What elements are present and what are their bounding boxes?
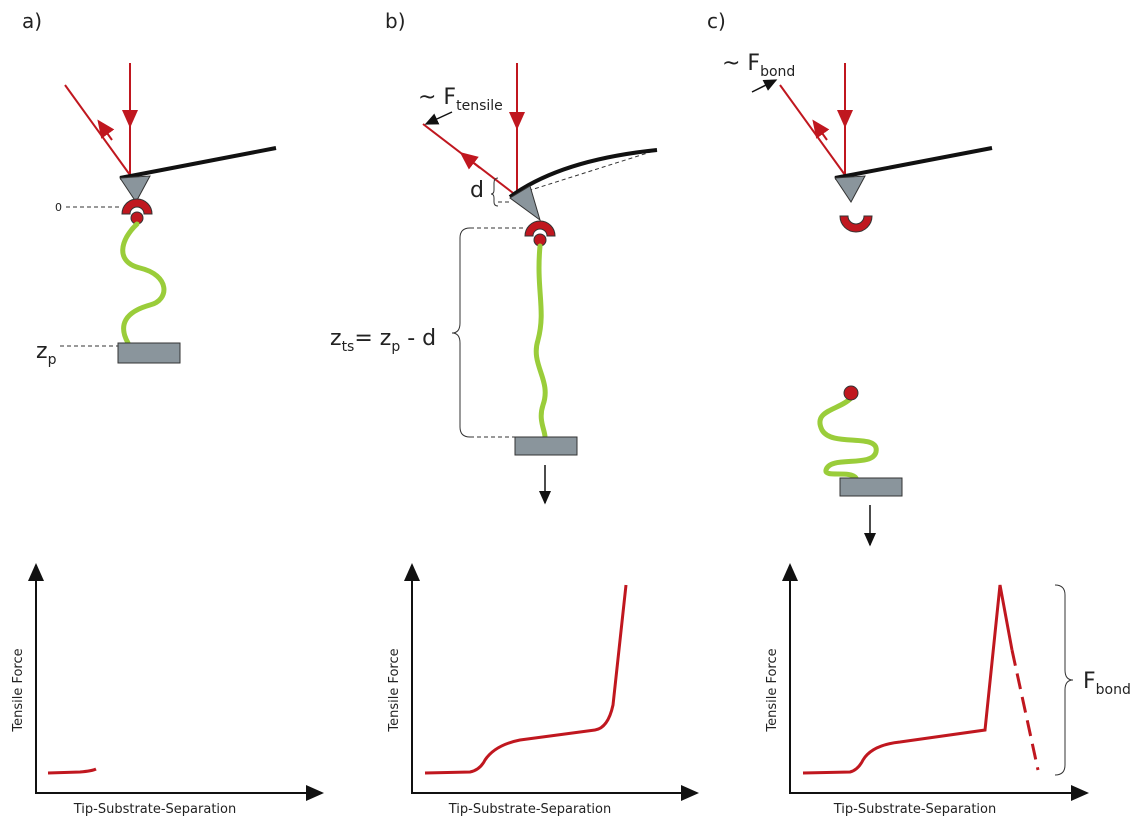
brace	[452, 228, 470, 437]
x-axis-label: Tip-Substrate-Separation	[833, 802, 997, 817]
cantilever	[120, 148, 276, 178]
eq: = z	[354, 326, 391, 351]
x-axis-label: Tip-Substrate-Separation	[448, 802, 612, 817]
d-label: d	[470, 178, 484, 203]
laser-out	[65, 85, 130, 175]
curve	[425, 585, 626, 773]
polymer	[536, 246, 545, 437]
panel-label: c)	[707, 9, 726, 33]
sub: p	[48, 352, 57, 368]
force-label: ~ Fbond	[722, 51, 795, 80]
force-arrow	[426, 112, 452, 124]
z: z	[36, 339, 48, 364]
main: ~ F	[418, 85, 456, 110]
substrate	[118, 343, 180, 363]
y-axis-label: Tensile Force	[387, 648, 402, 732]
figure: a) 0 zp Tensile Force Tip-Substrate-Sepa…	[0, 0, 1138, 819]
force-arrow	[752, 80, 776, 92]
sub: tensile	[456, 98, 503, 114]
sub: p	[391, 339, 400, 355]
zp-label: zp	[36, 339, 57, 368]
axes	[412, 570, 690, 793]
rest-line	[515, 150, 657, 195]
panel-label: b)	[385, 9, 406, 33]
z: z	[330, 326, 342, 351]
y-axis-label: Tensile Force	[11, 648, 26, 732]
holder	[840, 216, 872, 232]
laser-arrow	[466, 157, 480, 168]
panel-c: c) ~ Fbond Fbond Tensile Force Tip-Subst…	[707, 9, 1131, 817]
substrate	[515, 437, 577, 455]
main: F	[1083, 669, 1096, 694]
bond-label: Fbond	[1083, 669, 1131, 698]
minus: - d	[400, 326, 436, 351]
substrate	[840, 478, 902, 496]
y-axis-label: Tensile Force	[765, 648, 780, 732]
curve-dashed	[1012, 650, 1038, 770]
laser-out	[780, 85, 845, 175]
tip	[510, 186, 540, 220]
formula: zts= zp - d	[330, 326, 436, 355]
bead	[844, 386, 858, 400]
panel-b: b) d ~ Ftensile zts= zp - d Tensile Forc…	[330, 9, 697, 817]
brace	[1055, 585, 1073, 775]
tip	[835, 176, 865, 202]
curve	[803, 585, 1012, 773]
polymer	[820, 398, 876, 478]
panel-label: a)	[22, 9, 42, 33]
curve	[48, 769, 96, 773]
cantilever	[835, 148, 992, 178]
main: ~ F	[722, 51, 760, 76]
sub: bond	[1096, 682, 1131, 698]
tip	[120, 176, 150, 202]
sub: ts	[342, 339, 355, 355]
panel-a: a) 0 zp Tensile Force Tip-Substrate-Sepa…	[11, 9, 322, 817]
force-label: ~ Ftensile	[418, 85, 503, 114]
zero-label: 0	[55, 201, 62, 214]
x-axis-label: Tip-Substrate-Separation	[73, 802, 237, 817]
d-brace	[491, 178, 498, 206]
sub: bond	[760, 64, 795, 80]
axes	[36, 570, 318, 793]
polymer	[123, 224, 164, 343]
